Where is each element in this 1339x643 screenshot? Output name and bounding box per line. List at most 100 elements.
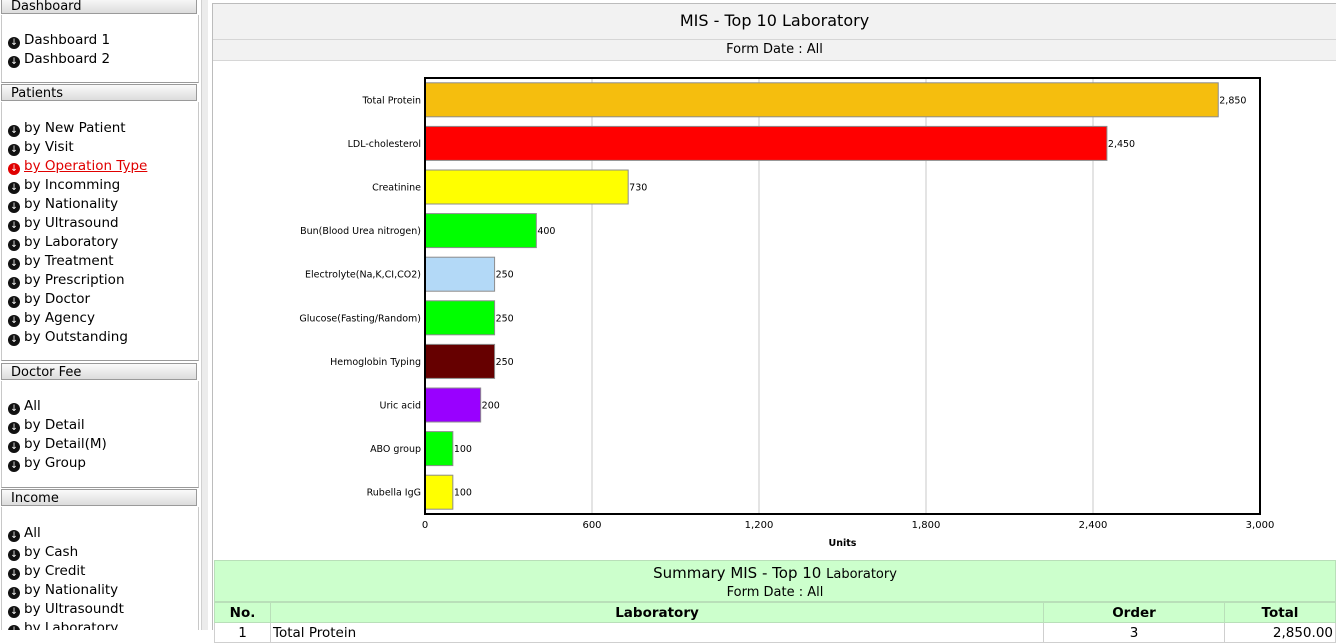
arrow-down-circle-icon: ↓: [8, 258, 20, 270]
sidebar-item-income-by-cash[interactable]: ↓ by Cash: [8, 543, 78, 562]
arrow-down-circle-icon: ↓: [8, 568, 20, 580]
sidebar-item-label: by Prescription: [24, 272, 125, 288]
arrow-down-circle-icon: ↓: [8, 441, 20, 453]
col-header-order: Order: [1043, 602, 1225, 623]
sidebar-item-label: by Laboratory: [24, 234, 119, 250]
sidebar-header-doctor-fee[interactable]: Doctor Fee: [1, 363, 197, 380]
sidebar-item-label: by Ultrasoundt: [24, 601, 124, 617]
bar: [424, 125, 1108, 161]
category-label: Creatinine: [372, 183, 421, 194]
sidebar-item-patients-by-incomming[interactable]: ↓ by Incomming: [8, 176, 120, 195]
arrow-down-circle-icon: ↓: [8, 606, 20, 618]
sidebar-item-doctor-fee-by-detail[interactable]: ↓ by Detail: [8, 416, 85, 435]
sidebar-item-label: Dashboard 2: [24, 51, 111, 67]
sidebar-item-label: by Doctor: [24, 291, 91, 307]
summary-table: No. Laboratory Order Total 1 Total Protei…: [214, 602, 1336, 643]
arrow-down-circle-icon: ↓: [8, 296, 20, 308]
sidebar-item-label: by Incomming: [24, 177, 121, 193]
data-label: 200: [482, 401, 500, 412]
arrow-down-circle-icon: ↓: [8, 403, 20, 415]
category-label: Glucose(Fasting/Random): [299, 313, 421, 324]
sidebar-item-patients-by-visit[interactable]: ↓ by Visit: [8, 138, 74, 157]
sidebar-item-doctor-fee-all[interactable]: ↓ All: [8, 397, 41, 416]
sidebar-header-income[interactable]: Income: [1, 489, 197, 506]
panel-divider[interactable]: [201, 0, 208, 630]
data-label: 2,450: [1108, 139, 1135, 150]
category-label: LDL-cholesterol: [348, 139, 421, 150]
arrow-down-circle-icon: ↓: [8, 315, 20, 327]
data-label: 250: [496, 357, 514, 368]
category-label: Uric acid: [380, 401, 421, 412]
bar: [424, 387, 482, 423]
col-header-no: No.: [214, 602, 271, 623]
sidebar-item-income-by-laboratory[interactable]: ↓ by Laboratory: [8, 619, 118, 630]
category-label: Rubella IgG: [367, 488, 421, 499]
sidebar-item-patients-by-prescription[interactable]: ↓ by Prescription: [8, 271, 125, 290]
x-tick-label: 600: [582, 520, 601, 531]
sidebar-item-income-by-credit[interactable]: ↓ by Credit: [8, 562, 85, 581]
cell-total: 2,850.00: [1224, 622, 1336, 643]
sidebar-item-label: by Treatment: [24, 253, 114, 269]
data-label: 2,850: [1219, 95, 1246, 106]
sidebar-item-patients-by-agency[interactable]: ↓ by Agency: [8, 309, 95, 328]
category-label: Bun(Blood Urea nitrogen): [300, 226, 421, 237]
sidebar-item-patients-by-outstanding[interactable]: ↓ by Outstanding: [8, 328, 128, 347]
sidebar-item-patients-by-laboratory[interactable]: ↓ by Laboratory: [8, 233, 118, 252]
arrow-down-circle-icon: ↓: [8, 125, 20, 137]
arrow-down-circle-icon: ↓: [8, 37, 20, 49]
sidebar-item-patients-by-nationality[interactable]: ↓ by Nationality: [8, 195, 118, 214]
sidebar-item-label: by Operation Type: [24, 158, 148, 174]
table-row: 1 Total Protein 3 2,850.00: [214, 622, 1336, 643]
sidebar-item-label: by New Patient: [24, 120, 126, 136]
sidebar-item-patients-by-treatment[interactable]: ↓ by Treatment: [8, 252, 114, 271]
sidebar-section-doctor-fee: [1, 381, 199, 488]
sidebar-header-dashboard[interactable]: Dashboard: [1, 0, 197, 14]
sidebar-item-doctor-fee-by-detail-m[interactable]: ↓ by Detail(M): [8, 435, 107, 454]
x-tick-label: 1,200: [745, 520, 774, 531]
arrow-down-circle-icon: ↓: [8, 549, 20, 561]
bar: [424, 169, 629, 205]
sidebar-item-income-by-ultrasoundt[interactable]: ↓ by Ultrasoundt: [8, 600, 124, 619]
summary-title: Summary MIS - Top 10 Laboratory: [653, 564, 897, 582]
sidebar-item-dashboard-dashboard-2[interactable]: ↓ Dashboard 2: [8, 50, 110, 69]
sidebar-item-income-all[interactable]: ↓ All: [8, 524, 41, 543]
sidebar-item-label: by Detail(M): [24, 436, 107, 452]
sidebar-item-label: by Visit: [24, 139, 74, 155]
summary-header: Summary MIS - Top 10 Laboratory Form Dat…: [214, 560, 1336, 602]
cell-laboratory: Total Protein: [270, 622, 1044, 643]
data-label: 100: [454, 444, 472, 455]
arrow-down-circle-icon: ↓: [8, 182, 20, 194]
data-label: 100: [454, 488, 472, 499]
sidebar-item-patients-by-ultrasound[interactable]: ↓ by Ultrasound: [8, 214, 119, 233]
sidebar-item-patients-by-doctor[interactable]: ↓ by Doctor: [8, 290, 90, 309]
sidebar-item-dashboard-dashboard-1[interactable]: ↓ Dashboard 1: [8, 31, 110, 50]
sidebar-header-patients[interactable]: Patients: [1, 84, 197, 101]
report-title: MIS - Top 10 Laboratory: [213, 4, 1336, 39]
category-label: Total Protein: [361, 95, 421, 106]
arrow-down-circle-icon: ↓: [8, 460, 20, 472]
sidebar-item-label: Dashboard 1: [24, 32, 111, 48]
plot-border: [424, 77, 1261, 515]
sidebar-item-label: All: [24, 398, 41, 414]
sidebar-item-income-by-nationality[interactable]: ↓ by Nationality: [8, 581, 118, 600]
sidebar-item-label: by Group: [24, 455, 86, 471]
sidebar-item-patients-by-new-patient[interactable]: ↓ by New Patient: [8, 119, 126, 138]
sidebar-item-patients-by-operation-type[interactable]: ↓ by Operation Type: [8, 157, 147, 176]
category-label: Electrolyte(Na,K,CI,CO2): [305, 270, 421, 281]
category-label: ABO group: [370, 444, 421, 455]
cell-no: 1: [214, 622, 271, 643]
sidebar-section-dashboard: [1, 15, 199, 83]
report-panel: MIS - Top 10 Laboratory Form Date : All …: [212, 3, 1336, 643]
sidebar-item-doctor-fee-by-group[interactable]: ↓ by Group: [8, 454, 86, 473]
data-label: 250: [496, 313, 514, 324]
x-tick-label: 3,000: [1246, 520, 1275, 531]
col-header-total: Total: [1224, 602, 1336, 623]
sidebar-section-income: [1, 507, 199, 630]
bar: [424, 300, 496, 336]
top10-laboratory-bar-chart: 0 600 1,200 1,800 2,400 3,000 Total Protein 2,8…: [299, 77, 1275, 549]
arrow-down-circle-icon: ↓: [8, 334, 20, 346]
bar: [424, 213, 537, 249]
arrow-down-circle-icon: ↓: [8, 144, 20, 156]
arrow-down-circle-icon: ↓: [8, 422, 20, 434]
sidebar-item-label: by Agency: [24, 310, 95, 326]
